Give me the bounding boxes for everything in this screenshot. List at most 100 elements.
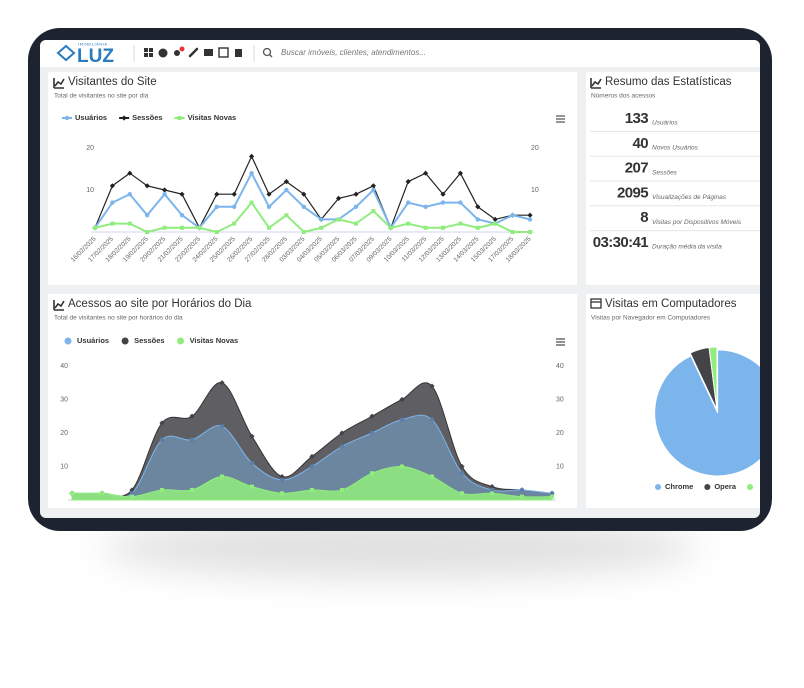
- stat-value: 40: [633, 135, 649, 152]
- point: [371, 187, 376, 193]
- search-input[interactable]: Buscar imóveis, clientes, atendimentos..…: [281, 48, 426, 57]
- point: [370, 471, 374, 476]
- point: [430, 474, 434, 479]
- point: [400, 464, 404, 469]
- point: [70, 491, 74, 496]
- card-subtitle: Total de visitantes no site por dia: [54, 93, 149, 100]
- point: [460, 491, 464, 496]
- point: [489, 487, 495, 493]
- stat-value: 8: [640, 209, 648, 226]
- point: [220, 474, 224, 479]
- pie-slice: [654, 349, 760, 477]
- point: [190, 487, 194, 492]
- point: [319, 217, 324, 222]
- tool-icon[interactable]: [158, 48, 168, 58]
- legend-symbol: [177, 337, 185, 345]
- y-tick-label-right: 30: [556, 396, 564, 403]
- tool-icon-part: [149, 53, 153, 57]
- y-tick-label: 40: [60, 363, 68, 370]
- point: [369, 430, 375, 436]
- point: [475, 225, 480, 230]
- point: [145, 230, 150, 234]
- tool-icon[interactable]: [204, 49, 213, 56]
- point: [510, 213, 515, 218]
- point: [267, 225, 271, 230]
- point: [249, 460, 255, 466]
- point: [279, 477, 285, 483]
- point: [231, 191, 237, 197]
- point: [162, 192, 167, 197]
- logo-tagline: IMOBILIÁRIA: [78, 42, 108, 47]
- point: [459, 463, 465, 470]
- tool-icon[interactable]: [218, 47, 229, 58]
- point: [353, 191, 359, 197]
- point: [457, 170, 463, 176]
- card-title: Acessos ao site por Horários do Dia: [68, 298, 252, 310]
- point: [339, 444, 345, 449]
- point: [528, 230, 532, 234]
- point: [159, 437, 165, 442]
- legend-marker: [121, 115, 127, 121]
- y-tick-label-right: 40: [556, 363, 564, 370]
- point: [336, 195, 342, 201]
- point: [162, 187, 168, 193]
- point: [370, 183, 376, 189]
- card: [586, 72, 760, 285]
- y-tick-label: 30: [60, 396, 68, 403]
- y-tick-label: 20: [86, 145, 94, 152]
- legend-symbol: [747, 484, 754, 490]
- series-line: [94, 200, 530, 234]
- point: [406, 221, 411, 226]
- point: [100, 491, 104, 496]
- point: [369, 413, 375, 419]
- point: [180, 225, 184, 230]
- point: [388, 225, 393, 230]
- point: [301, 191, 307, 197]
- point: [214, 204, 219, 209]
- point: [219, 380, 225, 386]
- point: [492, 216, 498, 222]
- point: [93, 225, 97, 230]
- point: [250, 484, 254, 489]
- point: [284, 213, 289, 218]
- point: [283, 179, 289, 185]
- chart-menu[interactable]: [556, 115, 565, 123]
- point: [550, 494, 554, 499]
- tool-icon[interactable]: [188, 47, 199, 58]
- series-area: [71, 382, 553, 501]
- card-subtitle: Visitas por Navegador em Computadores: [591, 315, 711, 322]
- legend-label: Usuários: [75, 113, 107, 122]
- stat-label: Sessões: [652, 169, 678, 176]
- tool-icon[interactable]: [235, 49, 242, 57]
- point: [519, 487, 525, 493]
- point: [110, 200, 115, 205]
- tool-icon[interactable]: [144, 48, 148, 52]
- point: [399, 396, 405, 403]
- point: [144, 183, 150, 189]
- tool-icon[interactable]: [174, 50, 180, 56]
- tool-icon-part: [144, 53, 148, 57]
- stat-value: 2095: [617, 184, 648, 201]
- point: [423, 170, 429, 176]
- card-title: Resumo das Estatísticas: [605, 76, 732, 88]
- point: [129, 491, 135, 496]
- chart-menu[interactable]: [556, 338, 565, 346]
- point: [493, 221, 498, 226]
- stat-label: Visualizações de Páginas: [652, 194, 727, 201]
- legend-label: Opera: [714, 482, 737, 491]
- point: [354, 221, 358, 226]
- point: [489, 484, 495, 490]
- point: [458, 221, 463, 226]
- y-tick-label: 10: [60, 463, 68, 470]
- point: [339, 430, 345, 436]
- y-tick-label: 10: [86, 187, 94, 194]
- point: [440, 200, 446, 205]
- card-subtitle: Total de visitantes no site por horários…: [54, 315, 183, 322]
- device-shadow: [100, 518, 700, 578]
- series-line: [94, 171, 531, 230]
- point: [249, 171, 254, 176]
- point: [249, 153, 255, 159]
- point: [527, 212, 533, 218]
- point: [510, 230, 515, 234]
